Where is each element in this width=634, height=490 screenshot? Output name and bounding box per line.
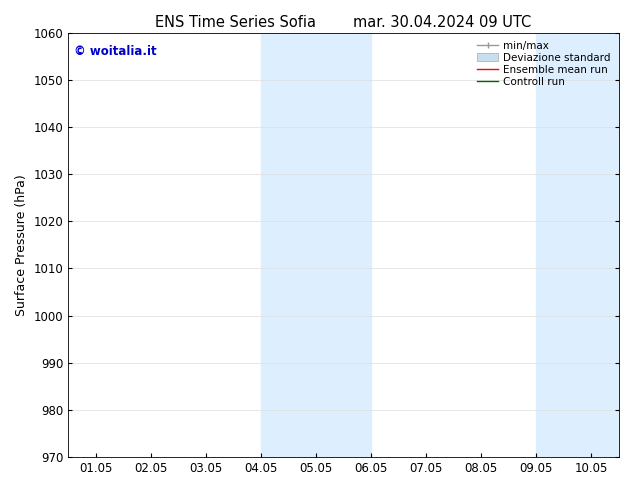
Legend: min/max, Deviazione standard, Ensemble mean run, Controll run: min/max, Deviazione standard, Ensemble m…	[474, 38, 614, 90]
Text: © woitalia.it: © woitalia.it	[74, 45, 157, 58]
Bar	[261, 32, 371, 457]
Bar	[536, 32, 619, 457]
Y-axis label: Surface Pressure (hPa): Surface Pressure (hPa)	[15, 174, 28, 316]
Title: ENS Time Series Sofia        mar. 30.04.2024 09 UTC: ENS Time Series Sofia mar. 30.04.2024 09…	[155, 15, 532, 30]
